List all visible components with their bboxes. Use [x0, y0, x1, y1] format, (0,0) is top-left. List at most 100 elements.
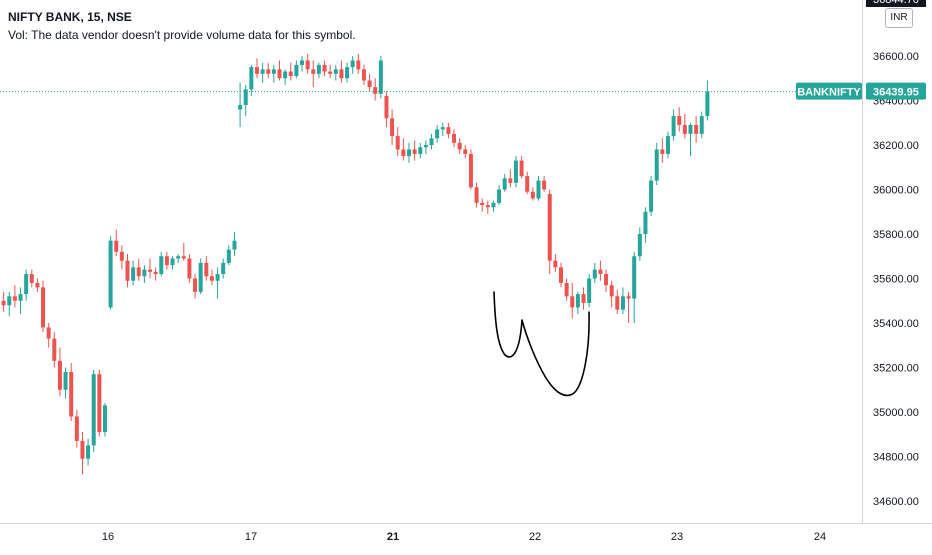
- candle: [119, 245, 124, 270]
- candle: [609, 280, 614, 308]
- candle-body: [626, 296, 631, 299]
- candle-body: [513, 160, 518, 183]
- candle-body: [682, 124, 687, 134]
- candle-body: [508, 178, 513, 183]
- candle: [632, 251, 637, 323]
- candle-body: [587, 278, 592, 303]
- top-price-badge: [866, 0, 926, 7]
- candle: [170, 256, 175, 270]
- candle: [204, 256, 209, 281]
- candle-body: [620, 296, 625, 310]
- candle-body: [12, 296, 17, 301]
- candle-body: [102, 405, 107, 433]
- candle-body: [457, 142, 462, 150]
- candle: [114, 229, 119, 257]
- candle-body: [525, 176, 530, 192]
- y-tick-label: 35400.00: [873, 318, 919, 330]
- candle-body: [193, 278, 198, 292]
- candle-body: [52, 338, 57, 361]
- candle-body: [615, 296, 620, 310]
- candle-body: [153, 271, 158, 275]
- candle: [209, 269, 214, 286]
- candle: [671, 109, 676, 141]
- candle: [660, 138, 665, 163]
- axis-layer: 34600.00 34800.00 35000.00 35200.00 35400.00…: [0, 0, 932, 543]
- currency-badge[interactable]: INR: [885, 8, 913, 28]
- candle-body: [204, 262, 209, 277]
- candle-body: [322, 64, 327, 72]
- candle-body: [1, 300, 6, 306]
- candle-body: [423, 145, 428, 148]
- candle: [429, 133, 434, 150]
- candle: [215, 267, 220, 299]
- candle-body: [598, 269, 603, 275]
- candle-body: [530, 191, 535, 199]
- candle-body: [249, 67, 254, 90]
- hand-drawn-annotation: [493, 291, 590, 397]
- y-tick-label: 34800.00: [873, 452, 919, 464]
- candle-body: [339, 69, 344, 79]
- candle: [412, 140, 417, 161]
- candle-body: [609, 285, 614, 297]
- candle: [153, 267, 158, 281]
- candle: [508, 169, 513, 188]
- candle: [418, 142, 423, 159]
- candle: [288, 62, 293, 81]
- candle-body: [198, 262, 203, 292]
- candle-body: [677, 116, 682, 125]
- x-tick-label: 21: [387, 531, 399, 543]
- candle-body: [260, 69, 265, 74]
- candle: [176, 254, 181, 263]
- candle-body: [24, 274, 29, 295]
- candle: [283, 69, 288, 85]
- candle: [102, 403, 107, 437]
- candle-body: [553, 260, 558, 268]
- candle: [452, 129, 457, 148]
- candle-body: [463, 149, 468, 154]
- candle-body: [232, 240, 237, 250]
- candle: [305, 53, 310, 74]
- candle: [682, 113, 687, 139]
- candle-body: [435, 129, 440, 139]
- candle: [294, 60, 299, 79]
- candles-layer: [1, 53, 710, 475]
- y-tick-label: 35600.00: [873, 274, 919, 286]
- candle-body: [412, 149, 417, 154]
- candle-body: [288, 71, 293, 77]
- candle: [63, 367, 68, 399]
- candle: [322, 60, 327, 77]
- candle: [12, 285, 17, 308]
- candle-body: [406, 149, 411, 157]
- candle: [620, 287, 625, 315]
- candle: [136, 258, 141, 281]
- candle-body: [91, 374, 96, 446]
- candle-body: [367, 80, 372, 88]
- candle: [271, 64, 276, 83]
- candle: [367, 73, 372, 92]
- candle: [395, 127, 400, 157]
- candle: [463, 145, 468, 159]
- candle-body: [226, 249, 231, 263]
- candle: [57, 347, 62, 397]
- candle-body: [238, 104, 243, 110]
- candle: [587, 274, 592, 308]
- candle-body: [429, 138, 434, 145]
- candle-body: [699, 116, 704, 134]
- candle-body: [547, 193, 552, 261]
- candle-body: [80, 440, 85, 459]
- x-tick-label: 23: [671, 531, 683, 543]
- candle: [530, 187, 535, 201]
- candle: [575, 291, 580, 315]
- candle: [52, 331, 57, 368]
- candle: [46, 323, 51, 348]
- candle: [35, 278, 40, 292]
- candle-body: [148, 269, 153, 272]
- candle: [491, 200, 496, 212]
- candle: [637, 227, 642, 261]
- candle-body: [254, 67, 259, 74]
- candle-body: [221, 262, 226, 275]
- y-tick-label: 36600.00: [873, 51, 919, 63]
- candle-body: [69, 371, 74, 417]
